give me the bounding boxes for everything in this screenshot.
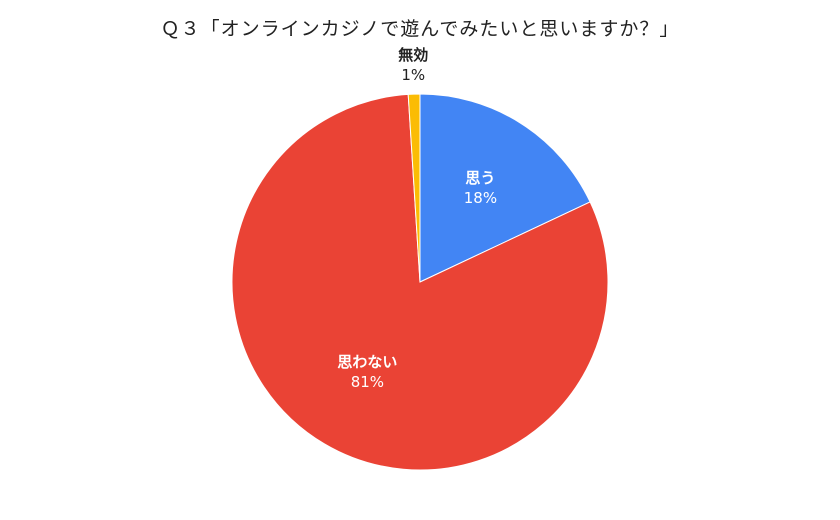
- slice-value-2: 81%: [351, 373, 384, 391]
- pie-labels: 思う 18% 思わない 81% 無効 1%: [337, 46, 497, 391]
- pie-slice-2: [231, 93, 609, 471]
- pie-slice-3: [407, 93, 421, 283]
- pie-slice-1: [419, 93, 591, 283]
- slice-label-1: 思う: [465, 169, 495, 187]
- slice-value-3: 1%: [401, 66, 425, 84]
- slice-value-1: 18%: [464, 189, 497, 207]
- slice-label-2: 思わない: [337, 353, 397, 371]
- slice-label-3: 無効: [398, 46, 428, 64]
- pie-slices: [231, 93, 609, 471]
- chart-title: Ｑ３「オンラインカジノで遊んでみたいと思いますか？」: [160, 18, 680, 40]
